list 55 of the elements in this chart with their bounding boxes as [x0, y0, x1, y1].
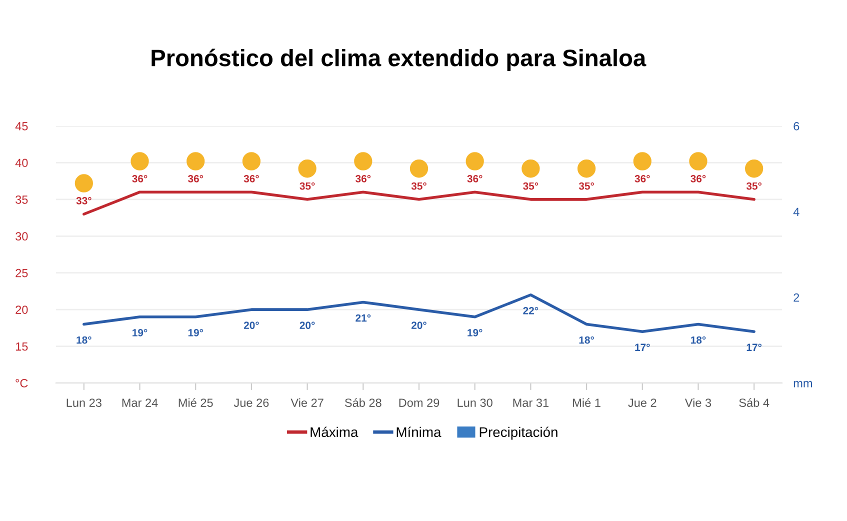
data-label: 21° [356, 314, 371, 322]
data-label: 19° [188, 329, 204, 336]
y-tick-label: 25 [16, 268, 28, 278]
y-tick-label: 15 [16, 342, 28, 351]
data-label: 33° [76, 197, 92, 204]
data-label: 35° [746, 182, 762, 190]
x-tick-label: Jue 2 [628, 398, 656, 407]
data-label: 36° [467, 175, 482, 182]
y2-tick-label: 4 [793, 208, 800, 216]
y-tick-label: °C [16, 379, 28, 388]
data-label: 36° [690, 175, 706, 182]
legend-label: Precipitación [480, 426, 558, 440]
data-label: 35° [300, 182, 315, 190]
data-label: 36° [356, 175, 371, 182]
x-tick-label: Mié 1 [573, 398, 600, 407]
data-label: 35° [411, 182, 426, 190]
data-label: 36° [132, 175, 148, 182]
x-tick-label: Mié 25 [178, 398, 213, 407]
y2-tick-label: 2 [794, 293, 800, 302]
x-tick-label: Jue 26 [234, 398, 269, 407]
x-tick-label: Vie 3 [684, 398, 712, 407]
y2-tick-label: mm [794, 380, 812, 388]
chart-title: Pronóstico del clima extendido para Sinaloa [152, 48, 646, 72]
legend-label: Mínima [396, 426, 442, 438]
data-label: 35° [578, 182, 594, 190]
data-label: 36° [634, 175, 650, 182]
data-label: 35° [523, 182, 538, 190]
x-tick-label: Dom 29 [399, 398, 440, 407]
data-label: 20° [244, 322, 259, 330]
y-tick-label: 40 [15, 158, 28, 168]
y-tick-label: 20 [16, 306, 28, 314]
y-tick-label: 45 [15, 122, 28, 130]
data-label: 36° [244, 175, 259, 182]
x-tick-label: Lun 23 [66, 398, 102, 407]
data-label: 18° [691, 336, 706, 344]
data-label: 20° [411, 322, 426, 330]
data-label: 17° [635, 344, 650, 351]
y-tick-label: 30 [16, 232, 28, 241]
data-label: 36° [188, 175, 204, 182]
x-tick-label: Mar 31 [513, 398, 548, 407]
data-label: 18° [579, 336, 594, 344]
data-label: 20° [300, 322, 315, 330]
data-label: 19° [132, 329, 148, 336]
y-tick-label: 35 [16, 195, 28, 204]
x-tick-label: Sáb 28 [344, 398, 382, 407]
legend-label: Máxima [310, 426, 358, 438]
x-tick-label: Sáb 4 [739, 398, 770, 407]
y2-tick-label: 6 [794, 122, 800, 130]
x-tick-label: Vie 27 [290, 398, 324, 407]
data-label: 19° [468, 329, 482, 336]
x-tick-label: Mar 24 [122, 398, 158, 407]
data-label: 18° [76, 336, 92, 344]
data-label: 22° [523, 306, 538, 314]
data-label: 17° [746, 344, 762, 351]
x-tick-label: Lun 30 [458, 398, 492, 407]
